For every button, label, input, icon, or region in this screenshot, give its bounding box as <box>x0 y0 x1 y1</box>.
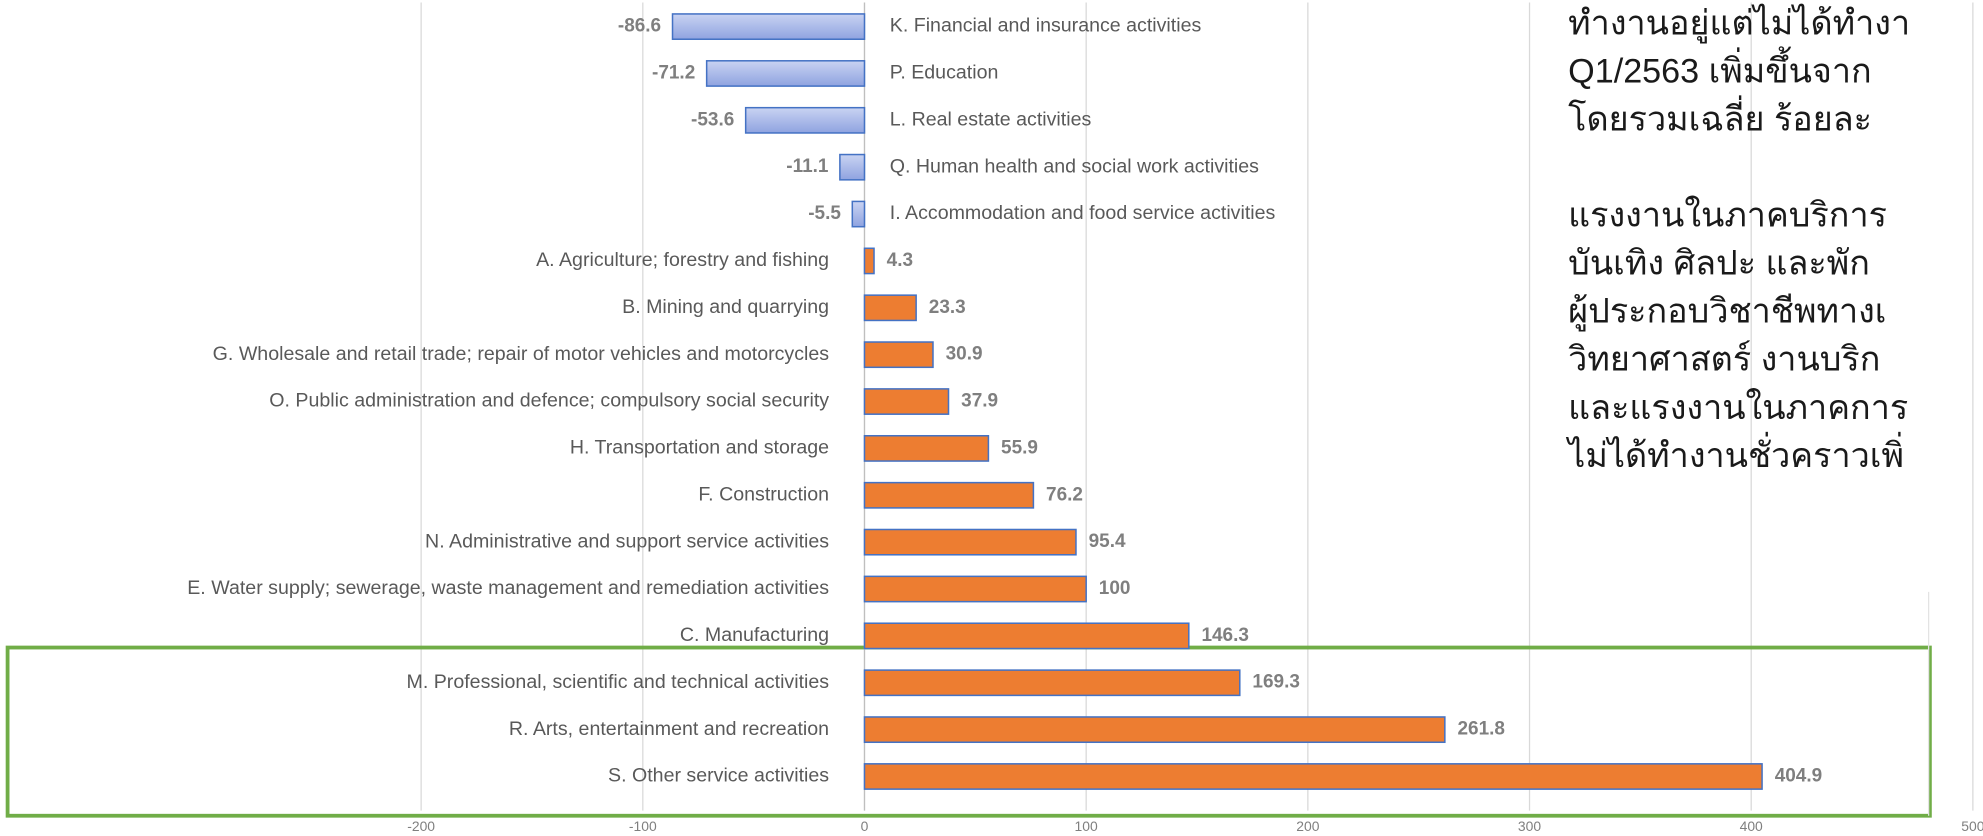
category-label: L. Real estate activities <box>890 108 1092 130</box>
data-label: 76.2 <box>1046 484 1083 505</box>
x-tick-label: 100 <box>1075 818 1098 834</box>
body-text-line: ผู้ประกอบวิชาชีพทางเ <box>1568 293 1886 332</box>
bar <box>744 106 866 134</box>
bar <box>863 528 1077 556</box>
data-label: 55.9 <box>1001 437 1038 458</box>
x-tick-label: 500 <box>1961 818 1983 834</box>
data-label: 261.8 <box>1457 719 1504 740</box>
category-label: I. Accommodation and food service activi… <box>890 202 1276 224</box>
category-label: F. Construction <box>698 483 829 505</box>
data-label: 30.9 <box>946 344 983 365</box>
category-label: H. Transportation and storage <box>570 437 829 459</box>
body-text-line: ทำงานอยู่แต่ไม่ได้ทำงา <box>1568 3 1910 43</box>
bar <box>863 575 1087 603</box>
category-label: B. Mining and quarrying <box>622 296 829 318</box>
data-label: -53.6 <box>691 109 734 130</box>
category-label: N. Administrative and support service ac… <box>425 530 829 552</box>
category-label: E. Water supply; sewerage, waste managem… <box>187 577 829 599</box>
category-label: R. Arts, entertainment and recreation <box>509 718 829 740</box>
bar <box>671 13 866 40</box>
x-tick-label: 300 <box>1518 818 1541 834</box>
bar <box>851 200 866 228</box>
bar <box>863 247 875 275</box>
body-text-line: บันเทิง ศิลปะ และพัก <box>1568 245 1870 283</box>
data-label: 100 <box>1099 578 1131 599</box>
bar <box>863 294 917 322</box>
body-text-line: Q1/2563 เพิ่มขึ้นจาก <box>1568 45 1872 90</box>
category-label: A. Agriculture; forestry and fishing <box>536 249 829 271</box>
category-label: M. Professional, scientific and technica… <box>407 671 830 693</box>
bar <box>863 763 1763 790</box>
data-label: -71.2 <box>652 62 695 83</box>
x-tick-label: 0 <box>861 818 869 834</box>
x-tick-label: -100 <box>629 818 657 834</box>
data-label: 37.9 <box>961 391 998 412</box>
bar <box>863 622 1190 650</box>
category-label: O. Public administration and defence; co… <box>269 390 829 412</box>
category-label: C. Manufacturing <box>680 624 829 646</box>
x-tick-label: -200 <box>407 818 435 834</box>
body-text-line: และแรงงานในภาคการ <box>1568 388 1908 427</box>
data-label: 4.3 <box>887 250 913 271</box>
x-tick-label: 400 <box>1740 818 1763 834</box>
bar <box>863 716 1446 744</box>
bar <box>863 388 950 415</box>
data-label: -11.1 <box>786 156 829 177</box>
category-label: P. Education <box>890 62 999 84</box>
data-label: -5.5 <box>808 203 841 224</box>
body-text-line: โดยรวมเฉลี่ย ร้อยละ <box>1568 95 1872 138</box>
data-label: 23.3 <box>929 297 966 318</box>
bar <box>863 341 934 369</box>
body-text-line: วิทยาศาสตร์ งานบริก <box>1568 341 1880 379</box>
category-label: K. Financial and insurance activities <box>890 15 1202 37</box>
category-label: G. Wholesale and retail trade; repair of… <box>213 343 830 365</box>
category-label: Q. Human health and social work activiti… <box>890 155 1259 177</box>
bar <box>839 153 866 181</box>
data-label: 95.4 <box>1089 531 1126 552</box>
bar <box>863 481 1035 509</box>
data-label: -86.6 <box>618 16 661 37</box>
x-tick-label: 200 <box>1296 818 1319 834</box>
data-label: 146.3 <box>1201 625 1248 646</box>
data-label: 169.3 <box>1252 672 1299 693</box>
category-label: S. Other service activities <box>608 765 829 787</box>
bar <box>863 434 990 462</box>
body-text-line: แรงงานในภาคบริการ <box>1568 196 1887 235</box>
body-text-line: ไม่ได้ทำงานชั่วคราวเพิ่ <box>1565 432 1904 475</box>
bar <box>705 60 866 87</box>
data-label: 404.9 <box>1775 765 1822 786</box>
bar <box>863 669 1241 697</box>
